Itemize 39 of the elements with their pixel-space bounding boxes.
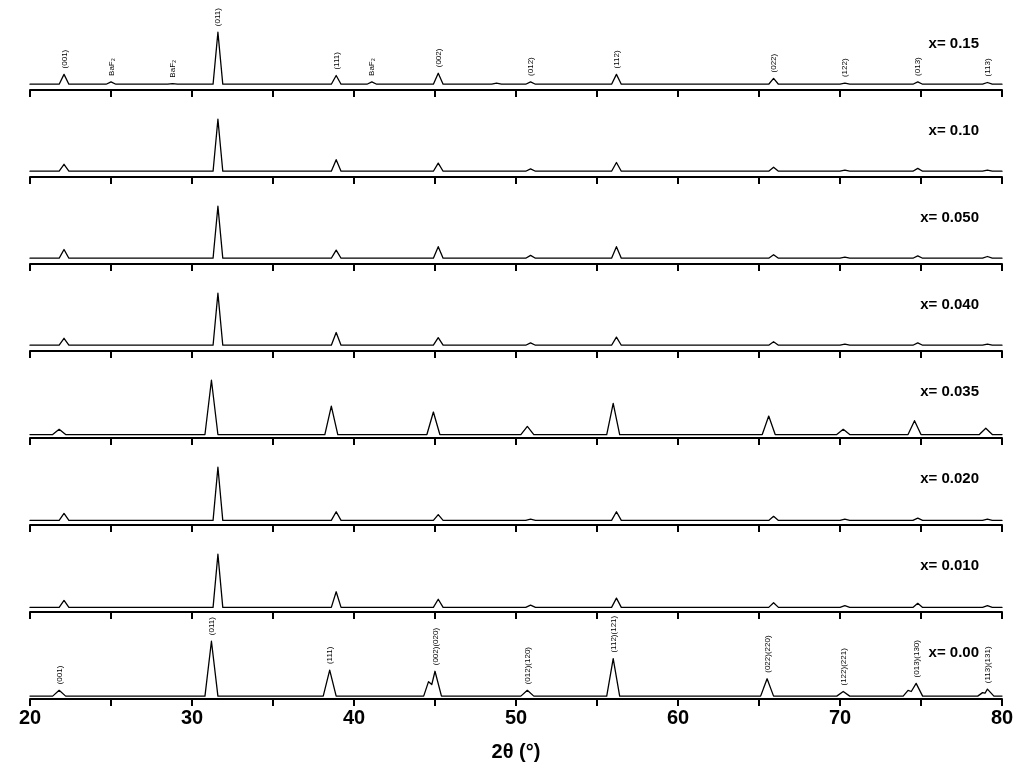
chart-title: x= 0.020: [920, 469, 980, 486]
annotation: (011): [206, 616, 216, 636]
annotation: (013)(130): [911, 639, 921, 678]
annotation: BaF₂: [367, 58, 377, 76]
annotation: BaF₂: [106, 58, 116, 76]
x-tick-label: 60: [666, 706, 690, 728]
x-tick-label: 30: [180, 706, 204, 728]
x-tick-label: 70: [828, 706, 852, 728]
annotation: (112): [611, 49, 621, 69]
annotation: (113)(131): [982, 646, 992, 684]
annotation: (022)(220): [762, 635, 772, 673]
annotation: (122)(221): [838, 647, 848, 686]
chart-title: x= 0.050: [920, 208, 980, 225]
annotation: (012)(120): [522, 646, 532, 685]
chart-title: x= 0.00: [928, 643, 979, 660]
annotation: (001): [54, 665, 64, 685]
annotation: (002)(020): [430, 627, 440, 666]
annotation: (111): [331, 51, 341, 70]
chart-title: x= 0.10: [928, 121, 979, 138]
annotation: (002): [433, 48, 443, 68]
annotation: (022): [769, 53, 779, 73]
x-tick-label: 20: [18, 706, 42, 728]
annotation: (013): [913, 56, 923, 76]
annotation: (113): [982, 58, 992, 77]
chart-title: x= 0.040: [920, 295, 980, 312]
annotation: (011): [213, 7, 223, 27]
annotation: (122): [840, 58, 850, 78]
annotation: (012): [526, 56, 536, 76]
chart-title: x= 0.035: [920, 382, 980, 399]
x-axis-title: 2θ (°): [491, 740, 541, 762]
annotation: (001): [59, 49, 69, 69]
annotation: (111): [325, 646, 335, 665]
chart-title: x= 0.15: [928, 34, 979, 51]
x-tick-label: 50: [504, 706, 528, 728]
annotation: (112)(121): [608, 615, 618, 653]
x-tick-label: 40: [342, 706, 366, 728]
x-tick-label: 80: [990, 706, 1014, 728]
annotation: BaF₂: [168, 59, 178, 78]
chart-title: x= 0.010: [920, 556, 980, 573]
